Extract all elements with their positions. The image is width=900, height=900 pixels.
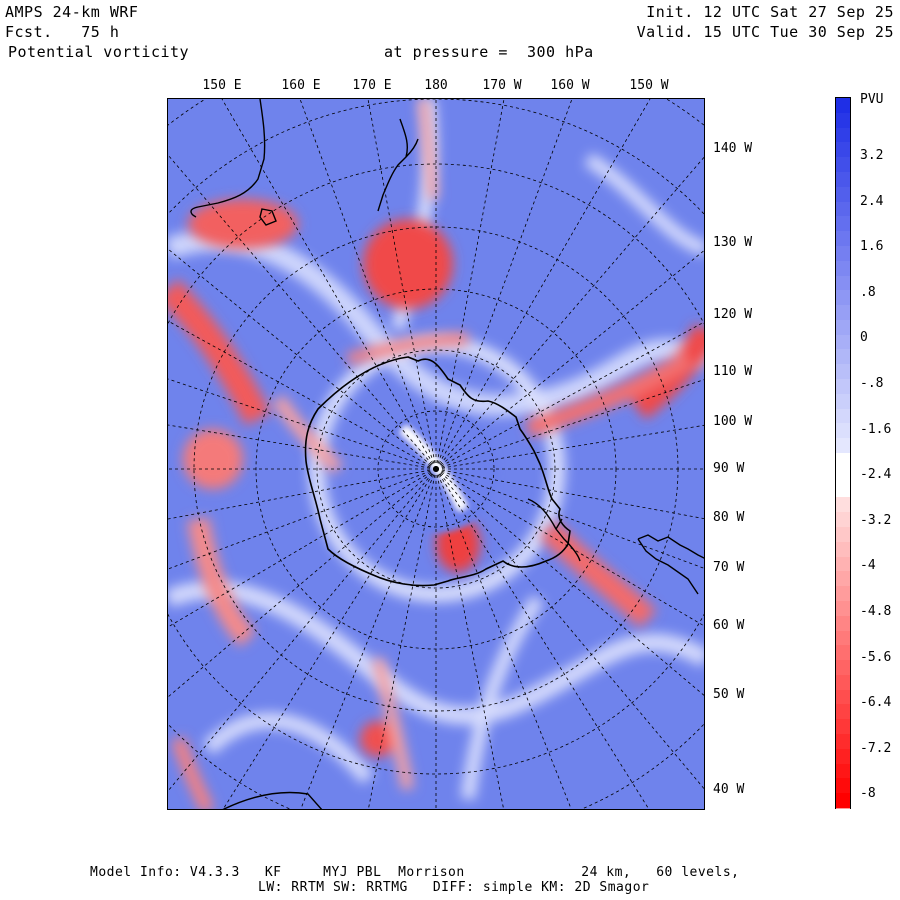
new-zealand-coastline <box>377 118 419 212</box>
model-info-line1: Model Info: V4.3.3 KF MYJ PBL Morrison 2… <box>90 865 740 880</box>
colorbar-tick-label: -6.4 <box>860 695 892 711</box>
edge-label-40w: 40 W <box>713 782 745 797</box>
edge-label-100w: 100 W <box>713 414 753 429</box>
lon-label-150e: 150 E <box>202 78 242 93</box>
init-time: Init. 12 UTC Sat 27 Sep 25 <box>646 3 894 21</box>
forecast-hour: Fcst. 75 h <box>5 23 120 41</box>
colorbar-tick-label: -7.2 <box>860 740 892 756</box>
colorbar-tick-label: -8 <box>860 786 876 802</box>
lon-label-180: 180 <box>424 78 448 93</box>
pv-map-panel <box>167 98 705 810</box>
colorbar-segment <box>836 793 850 810</box>
tasmania-coastline <box>259 208 277 226</box>
model-info-line2: LW: RRTM SW: RRTMG DIFF: simple KM: 2D S… <box>258 880 650 895</box>
edge-label-130w: 130 W <box>713 235 753 250</box>
lon-label-170w: 170 W <box>482 78 522 93</box>
colorbar-tick-label: 1.6 <box>860 239 884 255</box>
pv-map-canvas <box>168 99 704 809</box>
colorbar-tick-label: -.8 <box>860 376 884 391</box>
colorbar-tick-label: 3.2 <box>860 148 884 163</box>
edge-label-50w: 50 W <box>713 687 745 702</box>
colorbar-tick-label: -5.6 <box>860 649 892 665</box>
edge-label-140w: 140 W <box>713 141 753 156</box>
edge-label-70w: 70 W <box>713 560 745 575</box>
south-america-coastline <box>637 534 704 595</box>
edge-label-110w: 110 W <box>713 364 753 379</box>
valid-time: Valid. 15 UTC Tue 30 Sep 25 <box>636 23 894 41</box>
africa-coastline <box>222 791 323 809</box>
colorbar-tick-label: -3.2 <box>860 512 892 528</box>
lon-label-170e: 170 E <box>352 78 392 93</box>
antarctica-coastline <box>304 356 571 587</box>
colorbar-tick-label: .8 <box>860 284 876 300</box>
colorbar-tick-label: 0 <box>860 330 868 346</box>
colorbar-tick-label: -2.4 <box>860 467 892 483</box>
pv-colorbar <box>835 97 851 810</box>
pressure-level: at pressure = 300 hPa <box>384 43 594 61</box>
edge-label-80w: 80 W <box>713 510 745 525</box>
meridians <box>168 99 704 809</box>
edge-label-60w: 60 W <box>713 618 745 633</box>
model-title: AMPS 24-km WRF <box>5 3 139 21</box>
lon-label-150w: 150 W <box>629 78 669 93</box>
colorbar-tick-label: -4.8 <box>860 604 892 619</box>
lon-label-160e: 160 E <box>281 78 321 93</box>
pv-negative-anomalies <box>168 99 704 809</box>
colorbar-unit: PVU <box>860 92 884 107</box>
edge-label-90w: 90 W <box>713 461 745 476</box>
colorbar-tick-label: -4 <box>860 558 876 574</box>
antarctic-peninsula-coastline <box>527 498 581 562</box>
field-name: Potential vorticity <box>8 43 190 61</box>
edge-label-120w: 120 W <box>713 307 753 322</box>
australia-coastline <box>190 99 266 218</box>
colorbar-tick-label: 2.4 <box>860 193 884 209</box>
colorbar-tick-label: -1.6 <box>860 421 892 437</box>
lon-label-160w: 160 W <box>550 78 590 93</box>
